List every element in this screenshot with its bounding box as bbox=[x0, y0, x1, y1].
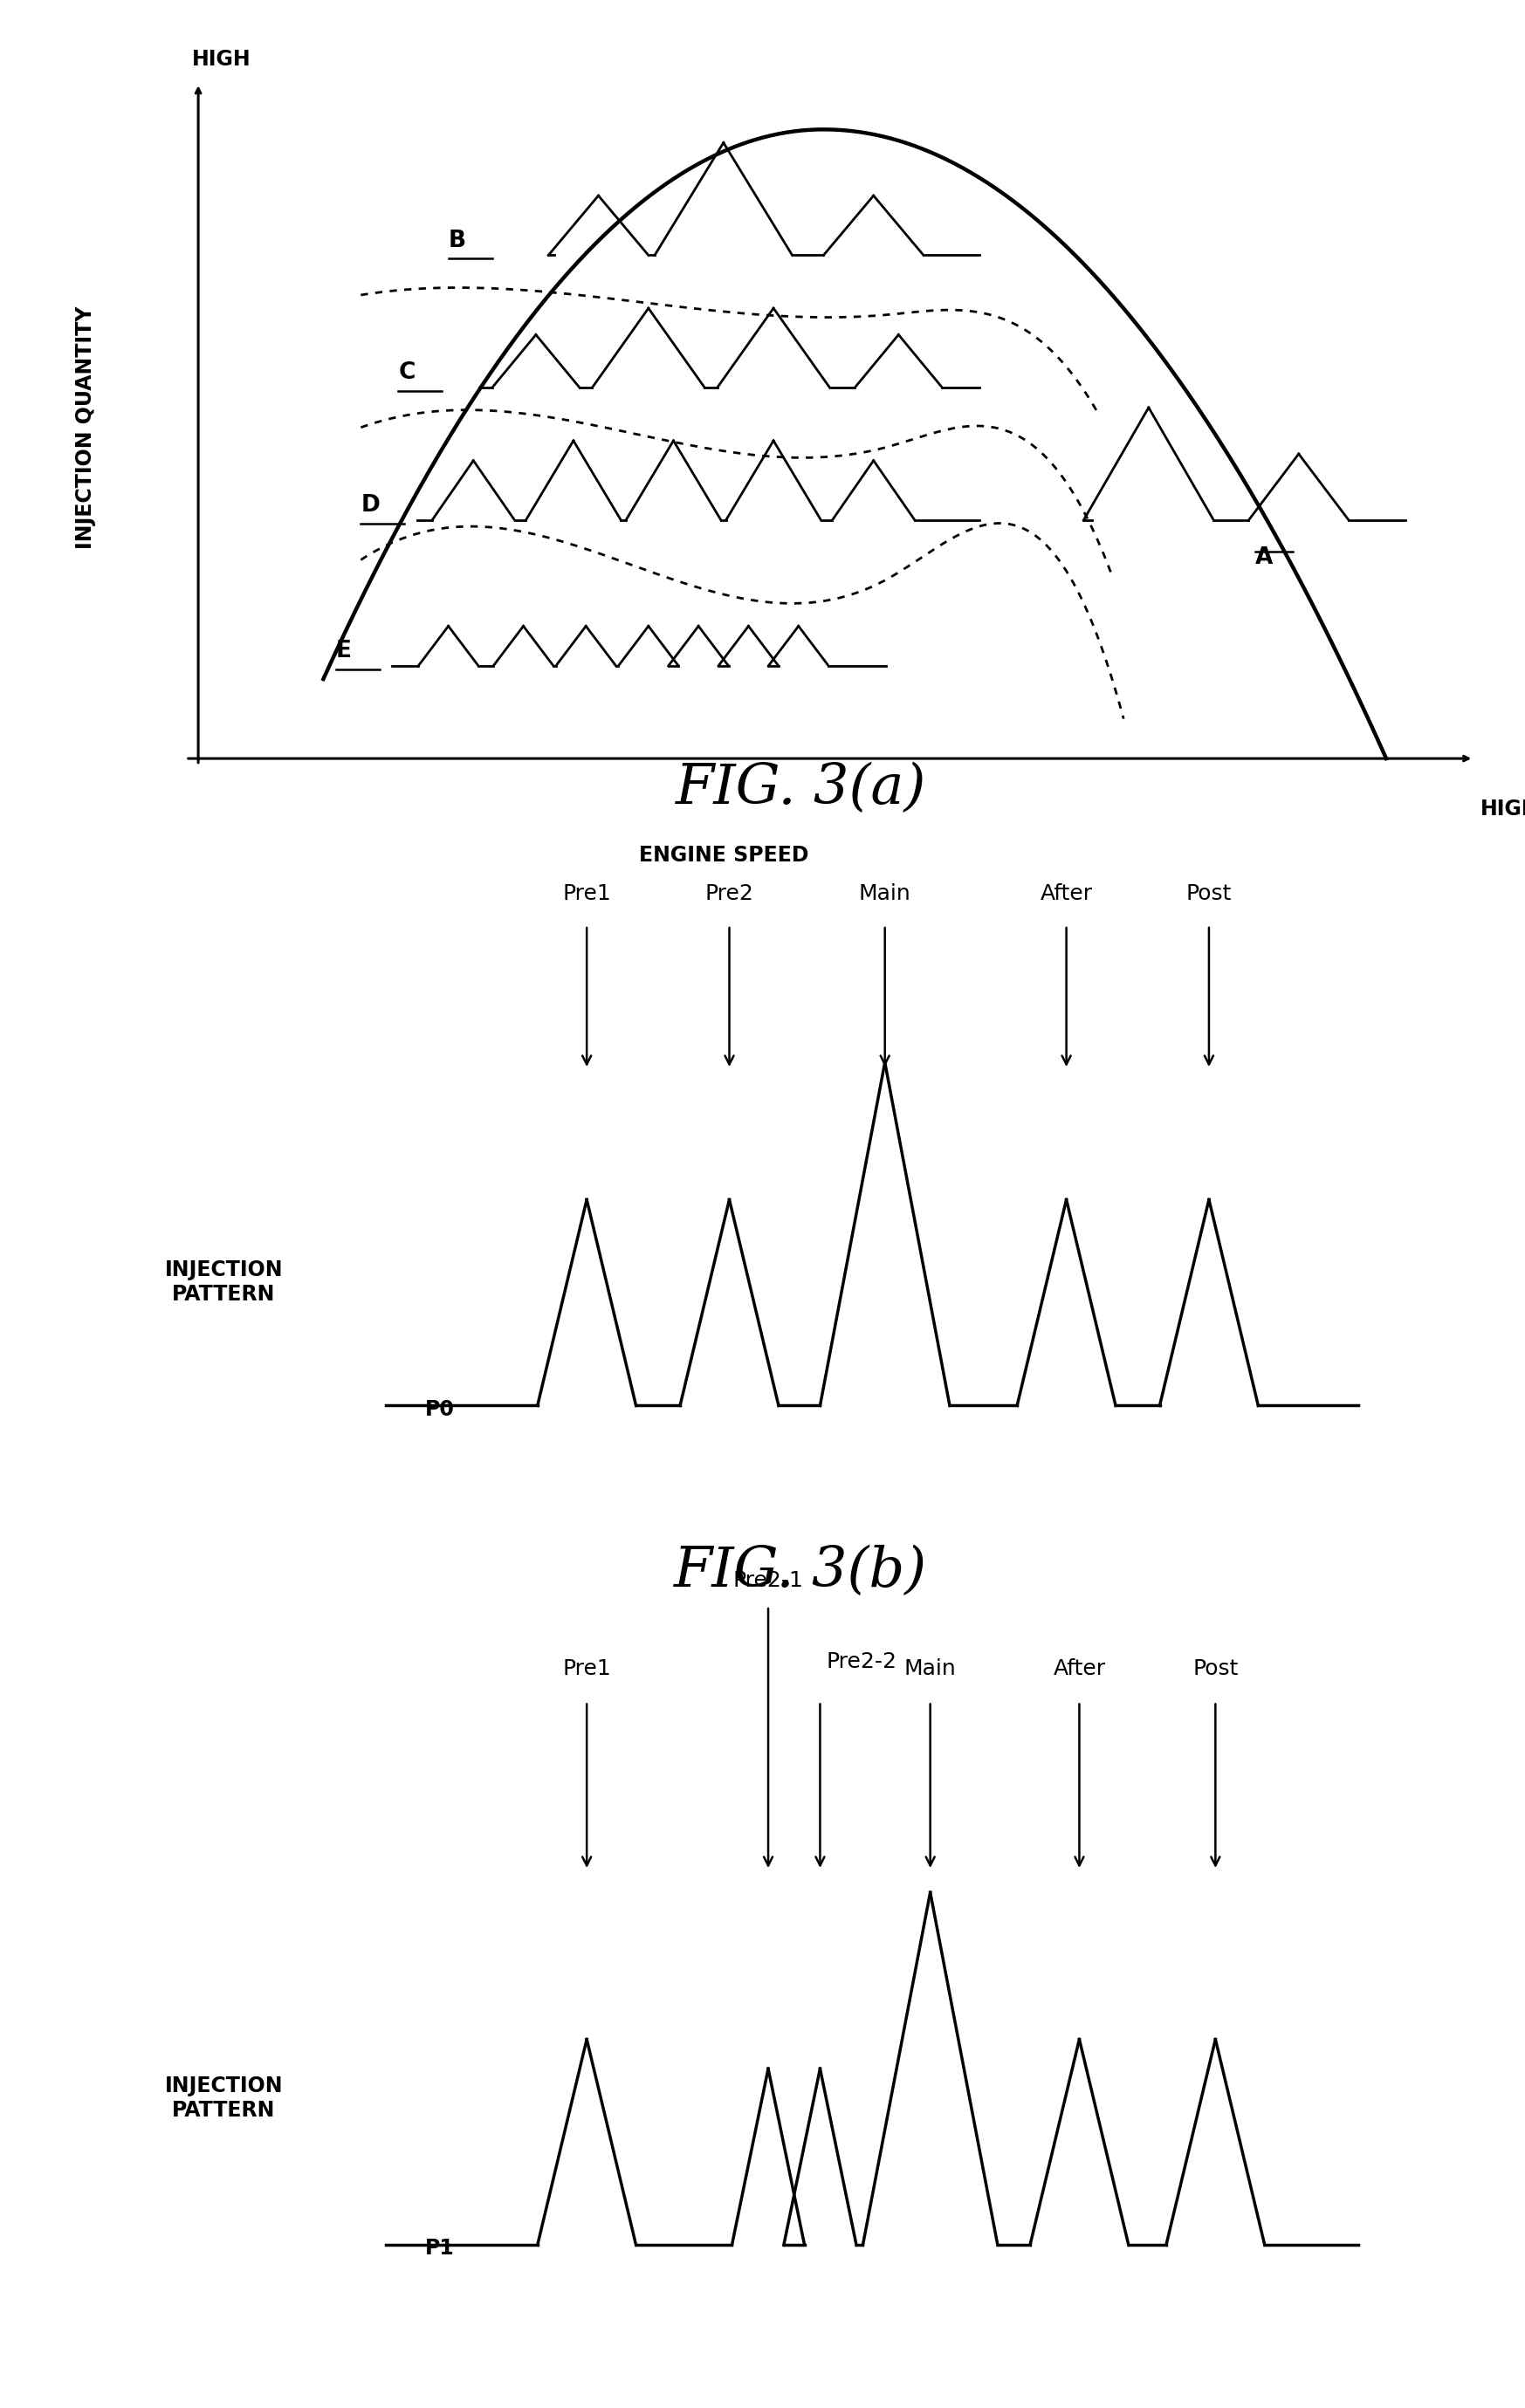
Text: HIGH: HIGH bbox=[1479, 797, 1525, 819]
Text: Main: Main bbox=[859, 884, 910, 905]
Text: D: D bbox=[361, 494, 380, 518]
Text: INJECTION
PATTERN: INJECTION PATTERN bbox=[165, 1259, 284, 1305]
Text: INJECTION
PATTERN: INJECTION PATTERN bbox=[165, 2076, 284, 2121]
Text: FIG. 3(b): FIG. 3(b) bbox=[674, 1546, 927, 1599]
Text: After: After bbox=[1054, 1659, 1106, 1678]
Text: Post: Post bbox=[1186, 884, 1232, 905]
Text: Pre1: Pre1 bbox=[563, 884, 612, 905]
Text: Pre2-2: Pre2-2 bbox=[827, 1652, 897, 1671]
Text: HIGH: HIGH bbox=[192, 48, 252, 70]
Text: INJECTION QUANTITY: INJECTION QUANTITY bbox=[75, 306, 96, 549]
Text: Main: Main bbox=[904, 1659, 956, 1678]
Text: P1: P1 bbox=[424, 2237, 454, 2259]
Text: Post: Post bbox=[1193, 1659, 1238, 1678]
Text: ENGINE SPEED: ENGINE SPEED bbox=[639, 845, 808, 864]
Text: Pre2: Pre2 bbox=[705, 884, 753, 905]
Text: P0: P0 bbox=[424, 1399, 454, 1421]
Text: E: E bbox=[336, 641, 352, 662]
Text: A: A bbox=[1255, 547, 1273, 568]
Text: Pre1: Pre1 bbox=[563, 1659, 612, 1678]
Text: C: C bbox=[398, 361, 415, 385]
Text: FIG. 3(a): FIG. 3(a) bbox=[676, 761, 926, 816]
Text: After: After bbox=[1040, 884, 1092, 905]
Text: B: B bbox=[448, 229, 467, 253]
Text: Pre2-1: Pre2-1 bbox=[734, 1570, 804, 1592]
